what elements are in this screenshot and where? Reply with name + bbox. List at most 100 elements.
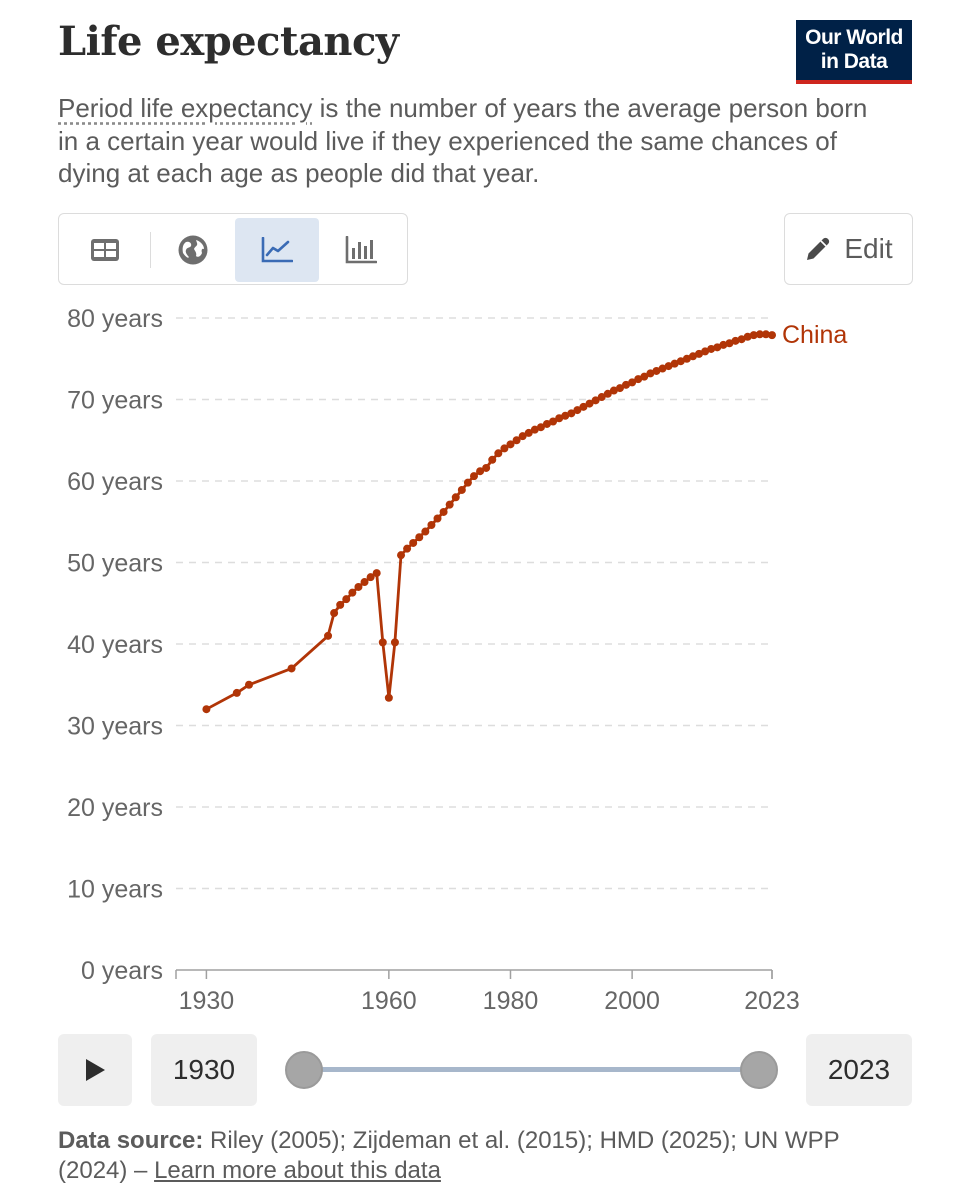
x-tick-label: 1960 xyxy=(361,987,417,1015)
edit-button[interactable]: Edit xyxy=(784,213,913,285)
data-point xyxy=(342,595,351,604)
data-point xyxy=(768,331,776,340)
data-point xyxy=(615,384,624,393)
data-point xyxy=(573,406,582,415)
data-point xyxy=(470,472,478,481)
data-point xyxy=(500,444,509,453)
data-point xyxy=(360,578,369,587)
source-text: Riley (2005); Zijdeman et al. (2015); HM… xyxy=(58,1127,840,1184)
start-year-box[interactable]: 1930 xyxy=(151,1034,257,1106)
data-point xyxy=(743,332,752,341)
y-tick-label: 10 years xyxy=(67,876,163,904)
bar-chart-tab[interactable] xyxy=(319,218,403,282)
line-chart-icon xyxy=(261,237,293,263)
data-point xyxy=(646,369,655,378)
y-tick-label: 30 years xyxy=(67,713,163,741)
x-axis: 1930 1960 1980 2000 2023 xyxy=(175,969,800,1015)
play-button[interactable] xyxy=(58,1034,132,1106)
y-tick-label: 50 years xyxy=(67,550,163,578)
end-year-box[interactable]: 2023 xyxy=(806,1034,912,1106)
data-point xyxy=(670,359,679,368)
timeline-end-handle[interactable] xyxy=(740,1051,778,1089)
y-tick-label: 20 years xyxy=(67,794,163,822)
data-point xyxy=(603,389,612,398)
table-icon xyxy=(91,239,119,261)
data-point xyxy=(378,638,387,647)
y-tick-label: 40 years xyxy=(67,631,163,659)
data-point xyxy=(549,417,558,426)
data-point xyxy=(433,514,442,523)
data-point xyxy=(397,551,406,560)
line-chart-tab[interactable] xyxy=(235,218,319,282)
series-line-china xyxy=(205,332,773,711)
timeline-track[interactable] xyxy=(303,1067,758,1072)
data-point xyxy=(336,600,345,609)
data-point xyxy=(652,366,661,375)
bar-chart-icon xyxy=(345,236,377,264)
data-point xyxy=(244,680,253,689)
data-point xyxy=(542,419,551,428)
view-toolbar xyxy=(58,213,408,285)
table-tab[interactable] xyxy=(63,218,147,282)
y-tick-label: 70 years xyxy=(67,387,163,415)
x-tick-label: 2000 xyxy=(604,987,660,1015)
timeline-start-handle[interactable] xyxy=(285,1051,323,1089)
data-point xyxy=(725,339,734,348)
data-point xyxy=(719,340,728,349)
data-point xyxy=(737,335,746,344)
data-point xyxy=(403,544,412,553)
data-point xyxy=(585,399,594,408)
data-point xyxy=(415,533,424,542)
chart-subtitle: Period life expectancy is the number of … xyxy=(58,92,878,190)
data-point xyxy=(567,409,576,418)
chart-title: Life expectancy xyxy=(58,18,399,65)
data-point xyxy=(640,372,649,381)
data-point xyxy=(384,693,393,702)
data-points xyxy=(202,330,776,714)
data-point xyxy=(512,436,521,445)
data-point xyxy=(609,386,618,395)
data-point xyxy=(421,527,430,536)
data-point xyxy=(354,582,363,591)
data-point xyxy=(707,344,716,353)
subtitle-term-link[interactable]: Period life expectancy xyxy=(58,93,313,123)
owid-logo[interactable]: Our World in Data xyxy=(796,20,912,84)
data-point xyxy=(518,432,527,441)
series-label: China xyxy=(782,321,847,349)
data-point xyxy=(579,402,588,411)
series-lines xyxy=(205,332,773,711)
subtitle-text: is the number of years the average perso… xyxy=(58,93,868,188)
data-point xyxy=(427,521,436,530)
data-point xyxy=(701,347,710,356)
x-tick-label: 1930 xyxy=(179,987,235,1015)
data-point xyxy=(287,664,296,673)
play-icon xyxy=(86,1059,105,1081)
data-point xyxy=(695,349,704,358)
data-point xyxy=(561,411,570,420)
grid-lines xyxy=(176,317,772,890)
data-point xyxy=(463,478,472,487)
data-point xyxy=(597,393,606,402)
data-point xyxy=(713,343,722,352)
series-labels: China xyxy=(782,321,847,349)
learn-more-link[interactable]: Learn more about this data xyxy=(154,1157,441,1184)
data-point xyxy=(731,336,740,345)
data-point xyxy=(591,396,600,405)
data-point xyxy=(488,455,497,464)
data-point xyxy=(682,354,691,363)
data-point xyxy=(445,500,454,509)
data-point xyxy=(555,414,564,423)
x-tick-label: 1980 xyxy=(483,987,539,1015)
data-point xyxy=(330,609,339,618)
data-point xyxy=(202,705,211,714)
data-point xyxy=(634,375,643,384)
data-point xyxy=(658,364,667,373)
y-tick-label: 60 years xyxy=(67,468,163,496)
logo-line-1: Our World xyxy=(805,26,903,49)
edit-label: Edit xyxy=(844,233,893,264)
globe-icon xyxy=(178,235,208,265)
data-point xyxy=(664,362,673,371)
map-tab[interactable] xyxy=(151,218,235,282)
data-point xyxy=(755,330,764,339)
x-tick-label: 2023 xyxy=(744,987,800,1015)
